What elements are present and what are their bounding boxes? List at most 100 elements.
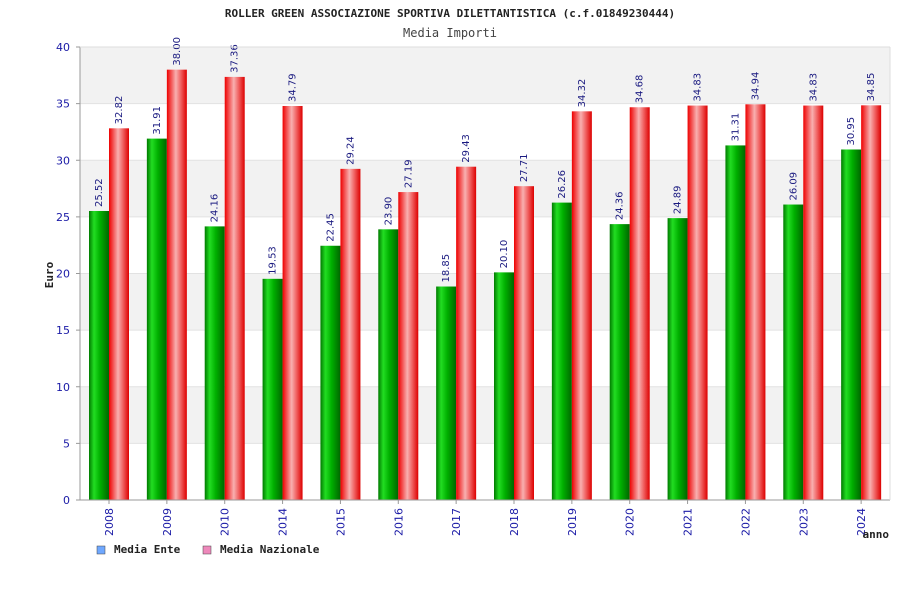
plot-band <box>80 47 890 104</box>
y-tick-label: 40 <box>56 41 70 54</box>
bar-media-ente-2023 <box>783 204 804 500</box>
axes-group <box>79 46 891 501</box>
value-label-media-nazionale-2017: 29.43 <box>461 134 472 163</box>
y-tick-label: 35 <box>56 98 70 111</box>
plot-band <box>80 103 890 161</box>
bar-media-nazionale-2014 <box>282 106 303 501</box>
bar-media-ente-2015 <box>320 245 341 500</box>
plot-band <box>80 273 890 331</box>
value-label-media-ente-2020: 24.36 <box>615 191 626 220</box>
legend-swatch-media-ente <box>96 545 106 555</box>
value-label-media-nazionale-2010: 37.36 <box>230 44 241 73</box>
value-labels-group: 25.52 31.91 24.16 19.53 22.45 23.90 18.85 20.10… <box>94 37 877 283</box>
value-label-media-ente-2009: 31.91 <box>152 106 163 135</box>
y-tick-label: 5 <box>63 437 70 450</box>
value-label-media-nazionale-2024: 34.85 <box>866 73 877 102</box>
x-tick-label-2020: 2020 <box>624 508 637 536</box>
value-label-media-ente-2018: 20.10 <box>499 240 510 269</box>
legend-swatch-media-nazionale <box>202 545 212 555</box>
x-tick-label-2014: 2014 <box>277 508 290 536</box>
legend-label-media-ente: Media Ente <box>114 543 181 556</box>
value-label-media-ente-2017: 18.85 <box>441 254 452 283</box>
bar-media-ente-2021 <box>667 218 688 501</box>
bar-media-ente-2014 <box>262 278 283 500</box>
x-tick-label-2009: 2009 <box>161 508 174 536</box>
bar-media-ente-2018 <box>494 272 514 500</box>
x-tick-labels: 2008 2009 2010 2014 2015 2016 2017 2018 2019 2020… <box>103 500 868 536</box>
y-tick-label: 20 <box>56 268 70 281</box>
x-tick-label-2015: 2015 <box>334 508 347 536</box>
x-tick-label-2024: 2024 <box>855 508 868 536</box>
x-tick-label-2010: 2010 <box>219 508 232 536</box>
bar-media-ente-2017 <box>436 286 457 500</box>
value-label-media-nazionale-2018: 27.71 <box>519 154 530 183</box>
bar-media-nazionale-2015 <box>340 168 361 500</box>
bar-media-ente-2016 <box>378 229 399 500</box>
bar-media-ente-2019 <box>551 202 572 500</box>
y-tick-label: 30 <box>56 154 70 167</box>
chart-subtitle: Media Importi <box>403 26 497 40</box>
plot-band <box>80 330 890 387</box>
plot-band <box>80 160 890 217</box>
bar-media-nazionale-2016 <box>398 192 419 501</box>
y-tick-label: 25 <box>56 211 70 224</box>
legend: Media Ente Media Nazionale <box>96 543 320 556</box>
plot-band <box>80 386 890 444</box>
y-tick-label: 15 <box>56 324 70 337</box>
y-tick-label: 0 <box>63 494 70 507</box>
value-label-media-nazionale-2020: 34.68 <box>635 75 646 104</box>
value-label-media-nazionale-2009: 38.00 <box>172 37 183 66</box>
x-axis-label: anno <box>863 528 890 541</box>
x-tick-label-2022: 2022 <box>739 508 752 536</box>
legend-label-media-nazionale: Media Nazionale <box>220 543 320 556</box>
bar-media-nazionale-2020 <box>629 107 650 501</box>
value-label-media-ente-2014: 19.53 <box>268 246 279 275</box>
value-label-media-nazionale-2022: 34.94 <box>750 72 761 101</box>
value-label-media-ente-2019: 26.26 <box>557 170 568 199</box>
chart-title: ROLLER GREEN ASSOCIAZIONE SPORTIVA DILET… <box>225 7 675 20</box>
bar-media-ente-2008 <box>89 210 109 500</box>
plot-band <box>80 443 890 500</box>
bar-media-nazionale-2019 <box>571 111 592 501</box>
value-label-media-nazionale-2014: 34.79 <box>288 73 299 102</box>
plot-band <box>80 216 890 274</box>
bar-media-nazionale-2010 <box>224 76 245 500</box>
bar-media-ente-2022 <box>725 145 746 500</box>
bar-media-nazionale-2017 <box>456 166 477 500</box>
bar-media-ente-2010 <box>204 226 225 500</box>
bar-media-nazionale-2009 <box>166 69 187 501</box>
value-label-media-nazionale-2023: 34.83 <box>808 73 819 102</box>
value-label-media-ente-2010: 24.16 <box>210 194 221 223</box>
bar-media-ente-2009 <box>146 138 167 500</box>
x-tick-label-2018: 2018 <box>508 508 521 536</box>
value-label-media-ente-2022: 31.31 <box>730 113 741 142</box>
value-label-media-nazionale-2019: 34.32 <box>577 79 588 108</box>
x-tick-label-2019: 2019 <box>566 508 579 536</box>
y-tick-label: 10 <box>56 381 70 394</box>
value-label-media-ente-2008: 25.52 <box>94 178 105 207</box>
x-tick-label-2016: 2016 <box>392 508 405 536</box>
bar-media-ente-2024 <box>841 149 862 500</box>
bar-media-ente-2020 <box>609 224 630 501</box>
bar-media-nazionale-2023 <box>803 105 824 501</box>
value-label-media-ente-2021: 24.89 <box>673 185 684 214</box>
bar-media-nazionale-2024 <box>861 105 882 500</box>
value-label-media-nazionale-2021: 34.83 <box>693 73 704 102</box>
value-label-media-ente-2016: 23.90 <box>383 197 394 226</box>
value-label-media-ente-2015: 22.45 <box>325 213 336 242</box>
x-tick-label-2008: 2008 <box>103 508 116 536</box>
value-label-media-nazionale-2008: 32.82 <box>114 96 125 125</box>
x-tick-label-2017: 2017 <box>450 508 463 536</box>
value-label-media-ente-2024: 30.95 <box>846 117 857 146</box>
value-label-media-nazionale-2016: 27.19 <box>403 159 414 188</box>
value-label-media-nazionale-2015: 29.24 <box>345 136 356 165</box>
value-label-media-ente-2023: 26.09 <box>788 172 799 201</box>
bars-group <box>89 69 882 501</box>
bar-media-nazionale-2008 <box>109 128 129 500</box>
x-tick-label-2023: 2023 <box>797 508 810 536</box>
bar-media-nazionale-2018 <box>514 186 534 500</box>
y-axis-label: Euro <box>43 261 56 288</box>
bar-media-nazionale-2021 <box>687 105 708 501</box>
